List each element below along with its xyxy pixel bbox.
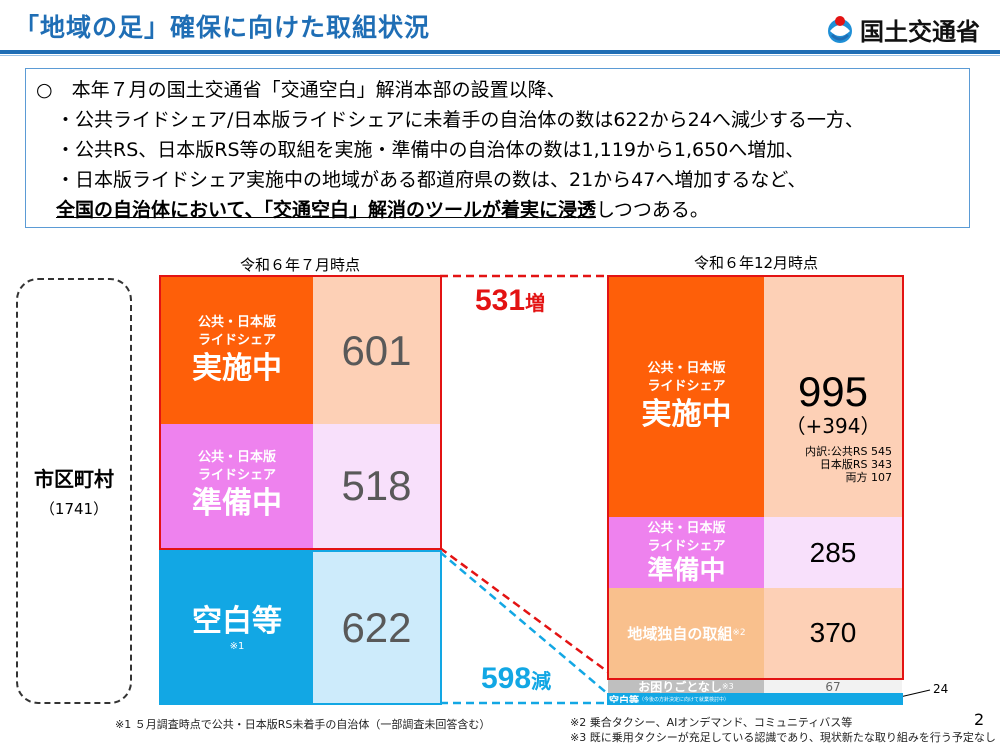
right-implementing-label: 公共・日本版 ライドシェア 実施中 (609, 277, 764, 517)
summary-emphasis: 全国の自治体において、「交通空白」解消のツールが着実に浸透 (56, 199, 596, 221)
breakdown-value: 107 (871, 471, 892, 484)
municipality-label-box: 市区町村 （1741） (16, 278, 132, 704)
title-divider-thin (0, 55, 1000, 56)
logo-text: 国土交通省 (860, 17, 980, 46)
value-text: 370 (809, 617, 857, 648)
breakdown-row: 日本版RS 343 (774, 458, 892, 471)
sub-label: ライドシェア (647, 538, 726, 554)
summary-line-3: ・公共RS、日本版RS等の取組を実施・準備中の自治体の数は1,119から1,65… (56, 139, 805, 161)
sub-label: ライドシェア (197, 468, 276, 483)
title-divider (0, 50, 1000, 54)
summary-line-2: ・公共ライドシェア/日本版ライドシェアに未着手の自治体の数は622から24へ減少… (56, 109, 864, 131)
note-label: ※1 (229, 641, 245, 652)
right-preparing-label: 公共・日本版 ライドシェア 準備中 (609, 517, 764, 588)
value-text: 995 (797, 368, 869, 415)
sub-label: 公共・日本版 (647, 520, 726, 536)
decrease-unit: 減 (531, 669, 552, 693)
note-label: ※2 (732, 628, 746, 638)
summary-box: ○ 本年７月の国土交通省「交通空白」解消本部の設置以降、 ・公共ライドシェア/日… (25, 68, 970, 228)
main-label: 空白等 (192, 604, 282, 639)
main-label: 準備中 (647, 555, 726, 586)
left-preparing-value: 518 (313, 424, 440, 548)
sub-label: 公共・日本版 (197, 450, 276, 465)
main-label: お困りごとなし (638, 680, 722, 694)
increase-number: 531 (475, 284, 526, 317)
left-blank-value: 622 (313, 552, 440, 703)
sub-label: ライドシェア (197, 332, 276, 348)
value-text: 285 (809, 536, 857, 568)
main-label: 実施中 (192, 350, 282, 386)
breakdown-value: 343 (871, 458, 892, 471)
left-blank-label: 空白等 ※1 (161, 552, 313, 703)
right-blank-value: 24 (933, 682, 949, 696)
sub-label: ライドシェア (647, 379, 726, 394)
sub-label: 公共・日本版 (197, 314, 276, 330)
footnote-1: ※1 ５月調査時点で公共・日本版RS未着手の自治体（一部調査未回答含む） (115, 718, 491, 731)
value-text: 601 (341, 326, 412, 374)
main-label: 実施中 (641, 397, 732, 432)
municipality-label: 市区町村 (34, 467, 114, 491)
summary-line-1: ○ 本年７月の国土交通省「交通空白」解消本部の設置以降、 (36, 79, 566, 101)
right-regional-label: 地域独自の取組 ※2 (609, 588, 764, 678)
decrease-annotation: 598減 (481, 662, 551, 696)
right-implementing-value: 995 （+394） 内訳:公共RS 545 日本版RS 343 両方 107 (764, 277, 902, 517)
mlit-emblem-icon (828, 16, 852, 43)
footnote-2: ※2 乗合タクシー、AIオンデマンド、コミュニティバス等 (570, 716, 853, 729)
municipality-count: （1741） (39, 500, 109, 518)
page-title: 「地域の足」確保に向けた取組状況 (14, 13, 431, 42)
mlit-logo: 国土交通省 (826, 12, 980, 46)
breakdown-label: 内訳:公共RS (805, 445, 868, 458)
page-number: 2 (974, 710, 985, 729)
left-date-label: 令和６年７月時点 (239, 256, 360, 274)
left-implementing-label: 公共・日本版 ライドシェア 実施中 (161, 277, 313, 424)
footnote-3: ※3 既に乗用タクシーが充足している認識であり、現状新たな取り組みを行う予定なし (570, 731, 996, 744)
note-label: （今後の方針決定に向けて就業検討中） (639, 696, 730, 703)
left-implementing-value: 601 (313, 277, 440, 424)
value-text: 518 (341, 462, 412, 509)
right-no-trouble-label: お困りごとなし ※3 (608, 680, 764, 694)
right-date-label: 令和６年12月時点 (693, 254, 819, 272)
note-label: ※3 (721, 682, 734, 691)
summary-line-5: 全国の自治体において、「交通空白」解消のツールが着実に浸透しつつある。 (36, 195, 969, 225)
right-no-trouble-value: 67 (764, 679, 902, 694)
decrease-number: 598 (481, 662, 532, 695)
left-blank-frame (159, 550, 442, 705)
breakdown-label: 日本版RS (819, 458, 868, 471)
sub-label: 公共・日本版 (647, 361, 726, 376)
value-text: 67 (825, 679, 841, 694)
breakdown-row: 内訳:公共RS 545 (774, 445, 892, 458)
left-preparing-label: 公共・日本版 ライドシェア 準備中 (161, 424, 313, 548)
right-active-frame (607, 275, 904, 680)
increase-unit: 増 (525, 291, 546, 315)
main-label: 準備中 (192, 486, 282, 521)
breakdown-row: 両方 107 (774, 471, 893, 484)
increase-annotation: 531増 (475, 284, 545, 318)
value-text: 622 (341, 603, 412, 651)
right-blank-row: 空白等 （今後の方針決定に向けて就業検討中） (607, 693, 903, 705)
delta-text: （+394） (785, 414, 881, 438)
summary-tail: しつつある。 (595, 199, 709, 221)
main-label: 地域独自の取組 (627, 624, 733, 643)
left-active-frame (159, 275, 442, 550)
breakdown-list: 内訳:公共RS 545 日本版RS 343 両方 107 (774, 445, 892, 484)
right-regional-value: 370 (764, 588, 902, 678)
summary-line-4: ・日本版ライドシェア実施中の地域がある都道府県の数は、21から47へ増加するなど… (56, 169, 807, 191)
main-label: 空白等 (609, 695, 639, 705)
breakdown-label: 両方 (845, 471, 868, 484)
breakdown-value: 545 (871, 445, 892, 458)
right-preparing-value: 285 (764, 517, 902, 588)
